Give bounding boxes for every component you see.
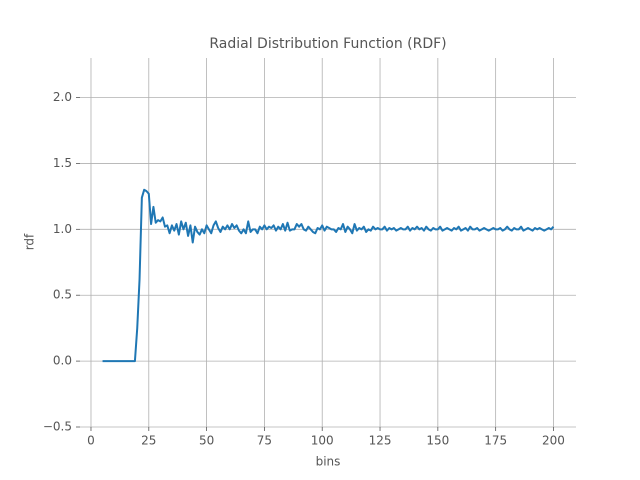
x-tick-label: 125 bbox=[369, 434, 392, 448]
x-tick-label: 100 bbox=[311, 434, 334, 448]
x-tick-label: 175 bbox=[484, 434, 507, 448]
data-line bbox=[102, 188, 555, 363]
y-tick-label: 0.0 bbox=[53, 354, 72, 368]
x-tick-label: 0 bbox=[87, 434, 95, 448]
x-tick-label: 25 bbox=[141, 434, 156, 448]
y-tick-label: 1.5 bbox=[53, 156, 72, 170]
x-axis-label: bins bbox=[316, 455, 341, 469]
y-tick-label: 2.0 bbox=[53, 90, 72, 104]
x-tick-label: 150 bbox=[426, 434, 449, 448]
y-axis-label: rdf bbox=[23, 233, 37, 250]
y-tick-label: 0.5 bbox=[53, 288, 72, 302]
y-tick-label: −0.5 bbox=[43, 420, 72, 434]
y-tick-label: 1.0 bbox=[53, 222, 72, 236]
x-tick-label: 200 bbox=[542, 434, 565, 448]
chart-title: Radial Distribution Function (RDF) bbox=[209, 36, 446, 52]
x-tick-label: 50 bbox=[199, 434, 214, 448]
x-tick-label: 75 bbox=[257, 434, 272, 448]
